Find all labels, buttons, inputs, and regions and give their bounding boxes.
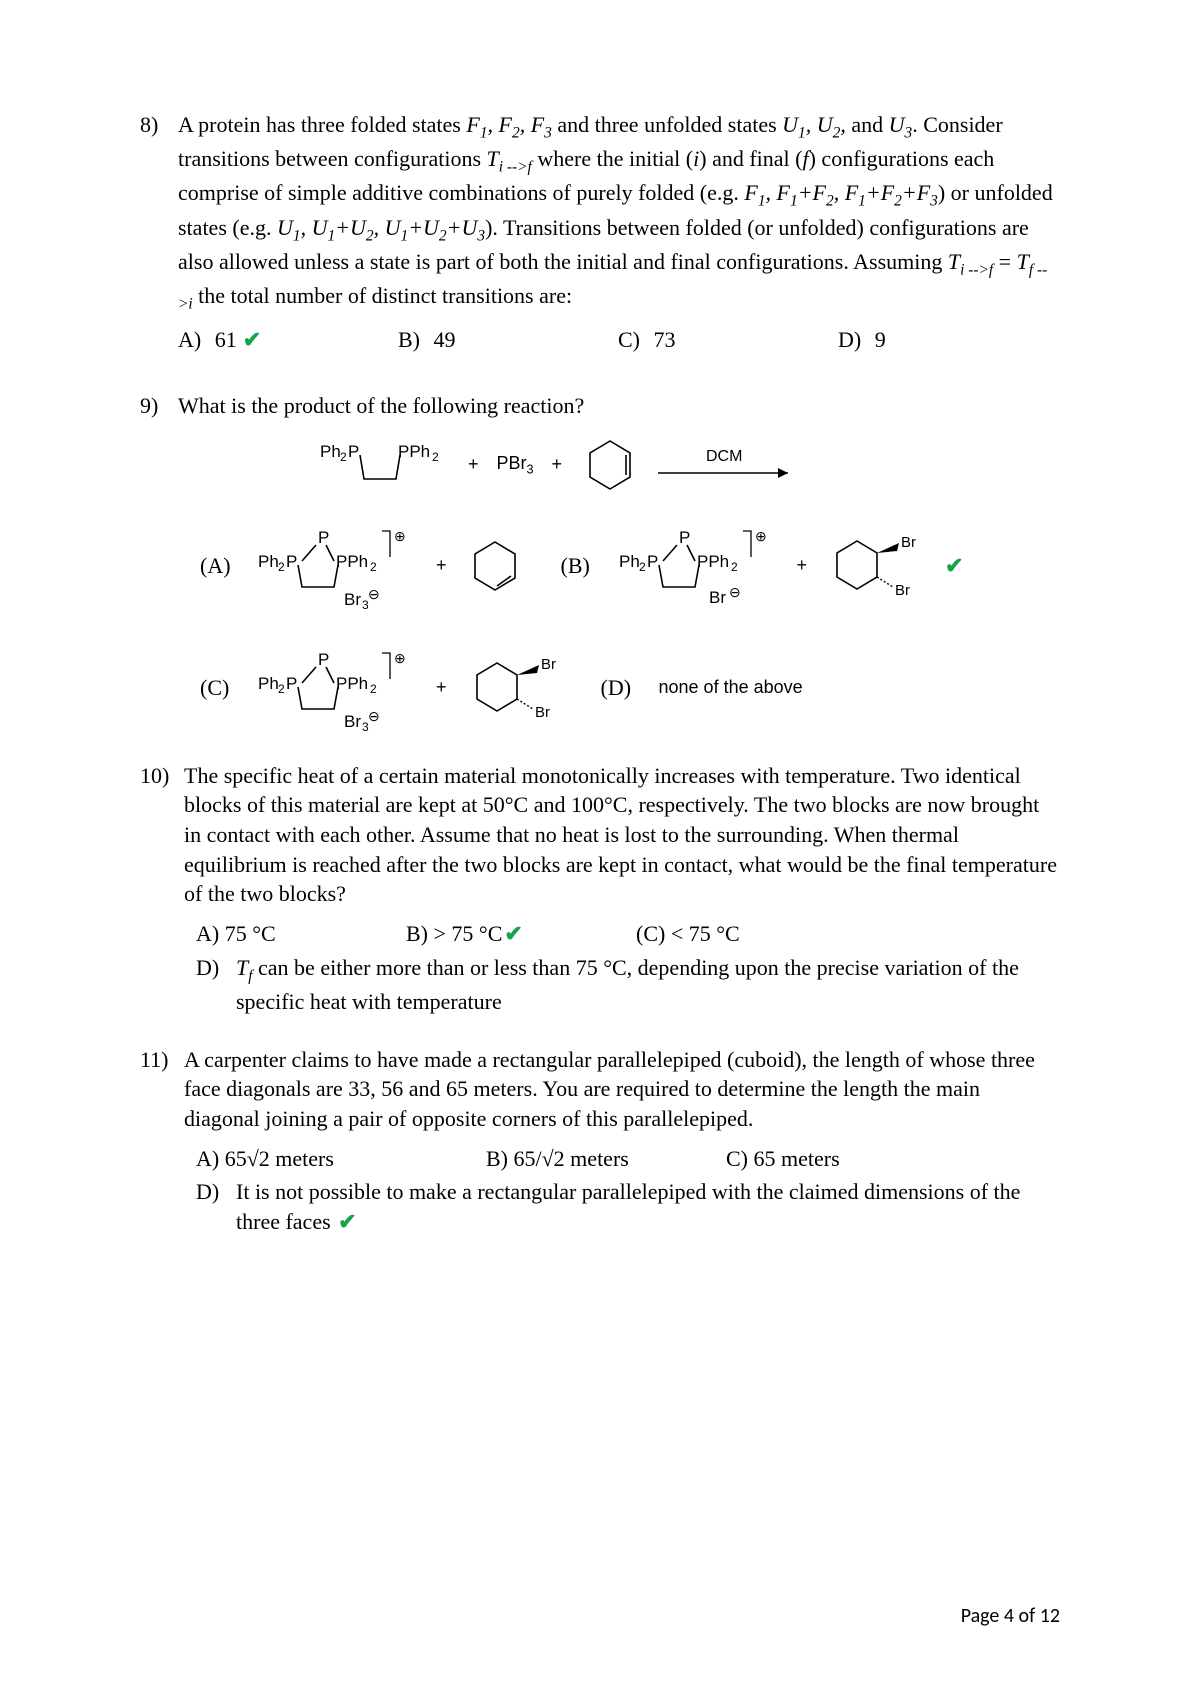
q9-options-cd: (C) Ph2P P PPh2 ⊕ Br3 ⊖ + Br: [200, 645, 1060, 731]
svg-text:⊖: ⊖: [729, 584, 741, 600]
q9-diagram: Ph2P PPh2 + PBr3 + DCM (A): [140, 435, 1060, 731]
svg-text:2: 2: [639, 560, 646, 574]
svg-text:Ph: Ph: [619, 552, 640, 571]
svg-text:Ph: Ph: [320, 442, 341, 461]
q8-text: A protein has three folded states F1, F2…: [178, 110, 1060, 315]
svg-text:⊖: ⊖: [368, 586, 380, 602]
cyclohexene-icon: [580, 435, 640, 495]
svg-text:2: 2: [731, 560, 738, 574]
svg-text:P: P: [286, 552, 297, 571]
page-footer: Page 4 of 12: [961, 1604, 1060, 1628]
salt-c-icon: Ph2P P PPh2 ⊕ Br3 ⊖: [258, 645, 418, 731]
svg-text:2: 2: [340, 450, 347, 464]
q10-options: A) 75 °C B) > 75 °C ✔ (C) < 75 °C D) Tf …: [140, 919, 1060, 1017]
q10-number: 10): [140, 761, 184, 909]
cis-dibromo-icon: Br Br: [465, 653, 565, 723]
dcm-label: DCM: [706, 448, 742, 465]
svg-text:2: 2: [278, 682, 285, 696]
svg-text:Br: Br: [895, 582, 910, 599]
q9-text: What is the product of the following rea…: [178, 391, 1060, 421]
q9-number: 9): [140, 391, 178, 421]
question-8: 8) A protein has three folded states F1,…: [140, 110, 1060, 355]
q10-text: The specific heat of a certain material …: [184, 761, 1060, 909]
q8-opt-a: A) 61 ✔: [178, 325, 398, 355]
q8-opt-d: D) 9: [838, 325, 886, 355]
question-10: 10) The specific heat of a certain mater…: [140, 761, 1060, 1017]
svg-text:2: 2: [278, 560, 285, 574]
q8-options: A) 61 ✔ B) 49 C) 73 D) 9: [140, 325, 1060, 355]
cyclohexene2-icon: [465, 536, 525, 596]
salt-b-icon: Ph2P P PPh2 ⊕ Br ⊖: [619, 523, 779, 609]
q11-opt-b: B) 65/√2 meters: [486, 1144, 726, 1174]
q9-opt-d-label: (D): [601, 673, 641, 703]
svg-text:P: P: [679, 528, 690, 547]
q9-opt-c-label: (C): [200, 673, 240, 703]
q8-opt-c: C) 73: [618, 325, 838, 355]
svg-text:P: P: [647, 552, 658, 571]
svg-text:⊕: ⊕: [394, 528, 406, 544]
svg-text:2: 2: [432, 450, 439, 464]
q9-opt-b-label: (B): [561, 551, 601, 581]
svg-text:Br: Br: [901, 534, 916, 551]
svg-text:PPh: PPh: [336, 552, 368, 571]
q9-reactants: Ph2P PPh2 + PBr3 + DCM: [200, 435, 1060, 495]
svg-text:Br: Br: [535, 704, 550, 721]
svg-text:P: P: [318, 528, 329, 547]
svg-text:Br: Br: [541, 656, 556, 673]
q11-text: A carpenter claims to have made a rectan…: [184, 1045, 1060, 1134]
svg-text:2: 2: [370, 682, 377, 696]
svg-text:⊖: ⊖: [368, 708, 380, 724]
svg-text:Br: Br: [344, 712, 361, 731]
question-11: 11) A carpenter claims to have made a re…: [140, 1045, 1060, 1237]
q11-opt-d: D) It is not possible to make a rectangu…: [196, 1177, 1060, 1236]
svg-text:⊕: ⊕: [755, 528, 767, 544]
diphosphine-icon: Ph2P PPh2: [320, 435, 450, 495]
svg-text:2: 2: [370, 560, 377, 574]
question-9: 9) What is the product of the following …: [140, 391, 1060, 731]
svg-text:P: P: [318, 650, 329, 669]
svg-text:P: P: [348, 442, 359, 461]
check-icon: ✔: [945, 551, 963, 581]
q10-opt-d: D) Tf can be either more than or less th…: [196, 953, 1060, 1017]
arrow-dcm-icon: DCM: [658, 445, 798, 485]
svg-text:Ph: Ph: [258, 552, 279, 571]
svg-text:PPh: PPh: [336, 674, 368, 693]
q8-opt-b: B) 49: [398, 325, 618, 355]
q11-options: A) 65√2 meters B) 65/√2 meters C) 65 met…: [140, 1144, 1060, 1237]
q9-opt-a-label: (A): [200, 551, 240, 581]
svg-text:Br: Br: [709, 588, 726, 607]
q8-number: 8): [140, 110, 178, 315]
check-icon: ✔: [243, 325, 261, 355]
q11-number: 11): [140, 1045, 184, 1134]
svg-text:Ph: Ph: [258, 674, 279, 693]
q10-opt-b: B) > 75 °C ✔: [406, 919, 636, 949]
trans-dibromo-icon: Br Br: [825, 531, 925, 601]
q9-options-ab: (A) Ph2P P PPh2 ⊕ Br3 ⊖ +: [200, 523, 1060, 609]
svg-text:⊕: ⊕: [394, 650, 406, 666]
check-icon: ✔: [504, 919, 522, 949]
q10-opt-c: (C) < 75 °C: [636, 919, 740, 949]
svg-text:PPh: PPh: [398, 442, 430, 461]
svg-text:Br: Br: [344, 590, 361, 609]
pbr3-label: PBr3: [497, 451, 534, 479]
q11-opt-a: A) 65√2 meters: [196, 1144, 486, 1174]
salt-a-icon: Ph2P P PPh2 ⊕ Br3 ⊖: [258, 523, 418, 609]
q9-opt-d-text: none of the above: [659, 675, 803, 699]
svg-text:PPh: PPh: [697, 552, 729, 571]
q11-opt-c: C) 65 meters: [726, 1144, 840, 1174]
svg-text:P: P: [286, 674, 297, 693]
q10-opt-a: A) 75 °C: [196, 919, 406, 949]
check-icon: ✔: [338, 1209, 356, 1234]
